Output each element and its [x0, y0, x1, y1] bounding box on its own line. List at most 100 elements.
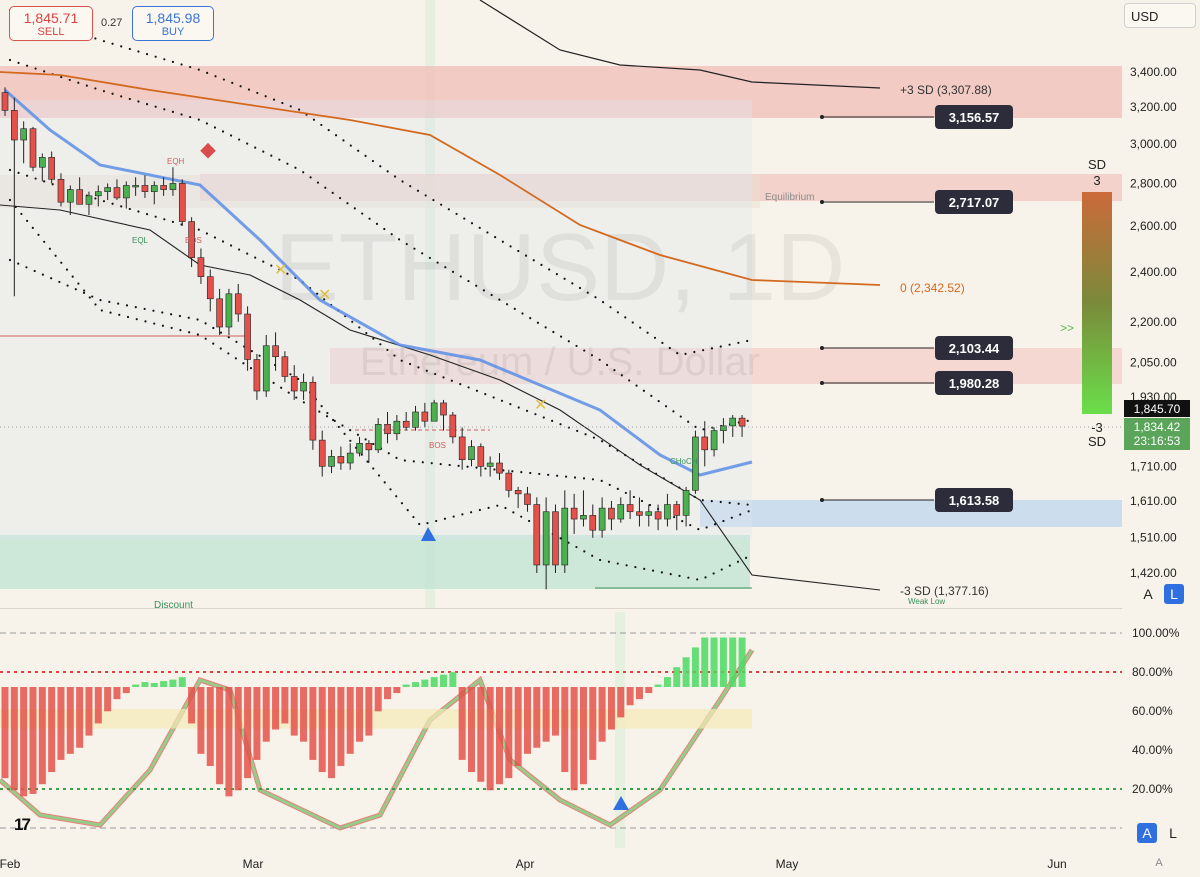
osc-bar: [468, 687, 475, 773]
candle-body: [67, 189, 74, 203]
price-tag: [935, 190, 1013, 214]
weak-low-label: Weak Low: [908, 597, 945, 606]
candle: [281, 351, 289, 383]
osc-bar: [477, 687, 485, 782]
osc-bar: [48, 687, 56, 773]
osc-bar: [169, 679, 177, 687]
candle-body: [48, 157, 55, 180]
candle-body: [262, 345, 270, 392]
eqh-label: EQH: [167, 157, 185, 166]
osc-bar: [262, 687, 270, 742]
osc-bar: [178, 677, 186, 687]
osc-bar: [76, 687, 84, 748]
osc-bar: [346, 687, 354, 754]
osc-tick-label: 60.00%: [1132, 704, 1173, 718]
candle: [272, 332, 279, 371]
osc-log-scale-button[interactable]: L: [1169, 825, 1177, 841]
candle: [412, 405, 419, 431]
candle: [300, 373, 307, 400]
candle-body: [664, 504, 671, 520]
cross-marker-icon: ✕: [274, 262, 287, 279]
candle: [374, 418, 382, 454]
osc-bar: [486, 687, 494, 791]
candle-body: [608, 507, 615, 520]
candle: [95, 185, 102, 207]
osc-bar: [309, 687, 317, 760]
discount-label: Discount: [154, 600, 193, 611]
candle-body: [365, 443, 373, 451]
candle: [561, 490, 569, 573]
candle: [356, 436, 363, 457]
candle: [48, 151, 55, 184]
candle: [216, 288, 223, 335]
eql-label: EQL: [132, 236, 149, 245]
candle: [617, 497, 625, 523]
highlight-column: [425, 0, 435, 608]
osc-bar: [234, 687, 242, 791]
osc-bar: [244, 687, 252, 779]
auto-scale-button[interactable]: A: [1143, 586, 1153, 602]
osc-bar: [654, 684, 662, 687]
currency-select[interactable]: USD: [1124, 3, 1196, 28]
buy-label: BUY: [161, 26, 185, 38]
candle: [132, 177, 139, 196]
osc-bar: [598, 687, 606, 742]
osc-bar: [132, 684, 140, 687]
price-tag-value: 2,717.07: [949, 195, 1000, 210]
candle: [664, 493, 671, 527]
candle-body: [412, 411, 419, 428]
candle: [673, 500, 681, 531]
log-scale-button[interactable]: L: [1164, 584, 1184, 604]
sell-button[interactable]: 1,845.71 SELL: [9, 6, 93, 41]
price-tick-label: 2,600.00: [1130, 219, 1177, 233]
candle-body: [720, 425, 727, 431]
last-close-value: 1,834.42: [1134, 420, 1181, 434]
last-close-tag: [1124, 418, 1190, 450]
osc-bar: [570, 687, 578, 791]
osc-auto-scale-button[interactable]: A: [1137, 823, 1157, 843]
osc-bar: [440, 674, 448, 687]
sd-scale-bar: [1082, 192, 1112, 414]
candle-body: [216, 298, 223, 328]
price-tick-label: 2,050.00: [1130, 355, 1177, 369]
candle: [57, 173, 65, 207]
price-tag-value: 1,980.28: [949, 376, 1000, 391]
candle-body: [738, 417, 746, 427]
candle: [346, 443, 354, 470]
candle-body: [440, 402, 447, 416]
candle-body: [598, 507, 606, 531]
osc-bar: [225, 687, 233, 797]
candle: [309, 376, 317, 450]
osc-bar: [272, 687, 280, 730]
osc-bar: [356, 687, 364, 742]
candle: [225, 288, 233, 335]
watermark-name: Ethereum / U.S. Dollar: [360, 340, 760, 384]
candle: [365, 440, 373, 464]
sd-scale-top: 3: [1093, 173, 1100, 188]
sell-label: SELL: [37, 26, 65, 38]
osc-bar: [300, 687, 308, 742]
price-tag: [935, 105, 1013, 129]
buy-button[interactable]: 1,845.98 BUY: [132, 6, 214, 41]
candle: [39, 153, 46, 182]
candle-body: [729, 417, 737, 427]
bos-label: BOS: [185, 236, 202, 245]
candle: [20, 121, 27, 164]
osc-bar: [206, 687, 214, 766]
osc-bar: [384, 687, 392, 700]
price-tag-dot: [820, 200, 824, 204]
discount-zone: [0, 535, 750, 589]
price-tag: [935, 488, 1013, 512]
candle-body: [682, 490, 690, 516]
osc-signal-line: [0, 648, 755, 831]
price-tag-dot: [820, 115, 824, 119]
osc-bar: [66, 687, 74, 754]
spread-value: 0.27: [101, 17, 123, 29]
basis-line: [0, 204, 881, 591]
candle-body: [570, 507, 578, 520]
candle: [122, 181, 130, 209]
candle: [141, 175, 149, 198]
time-auto-button[interactable]: A: [1155, 857, 1163, 869]
candle: [654, 504, 662, 531]
currency-value: USD: [1131, 9, 1159, 24]
